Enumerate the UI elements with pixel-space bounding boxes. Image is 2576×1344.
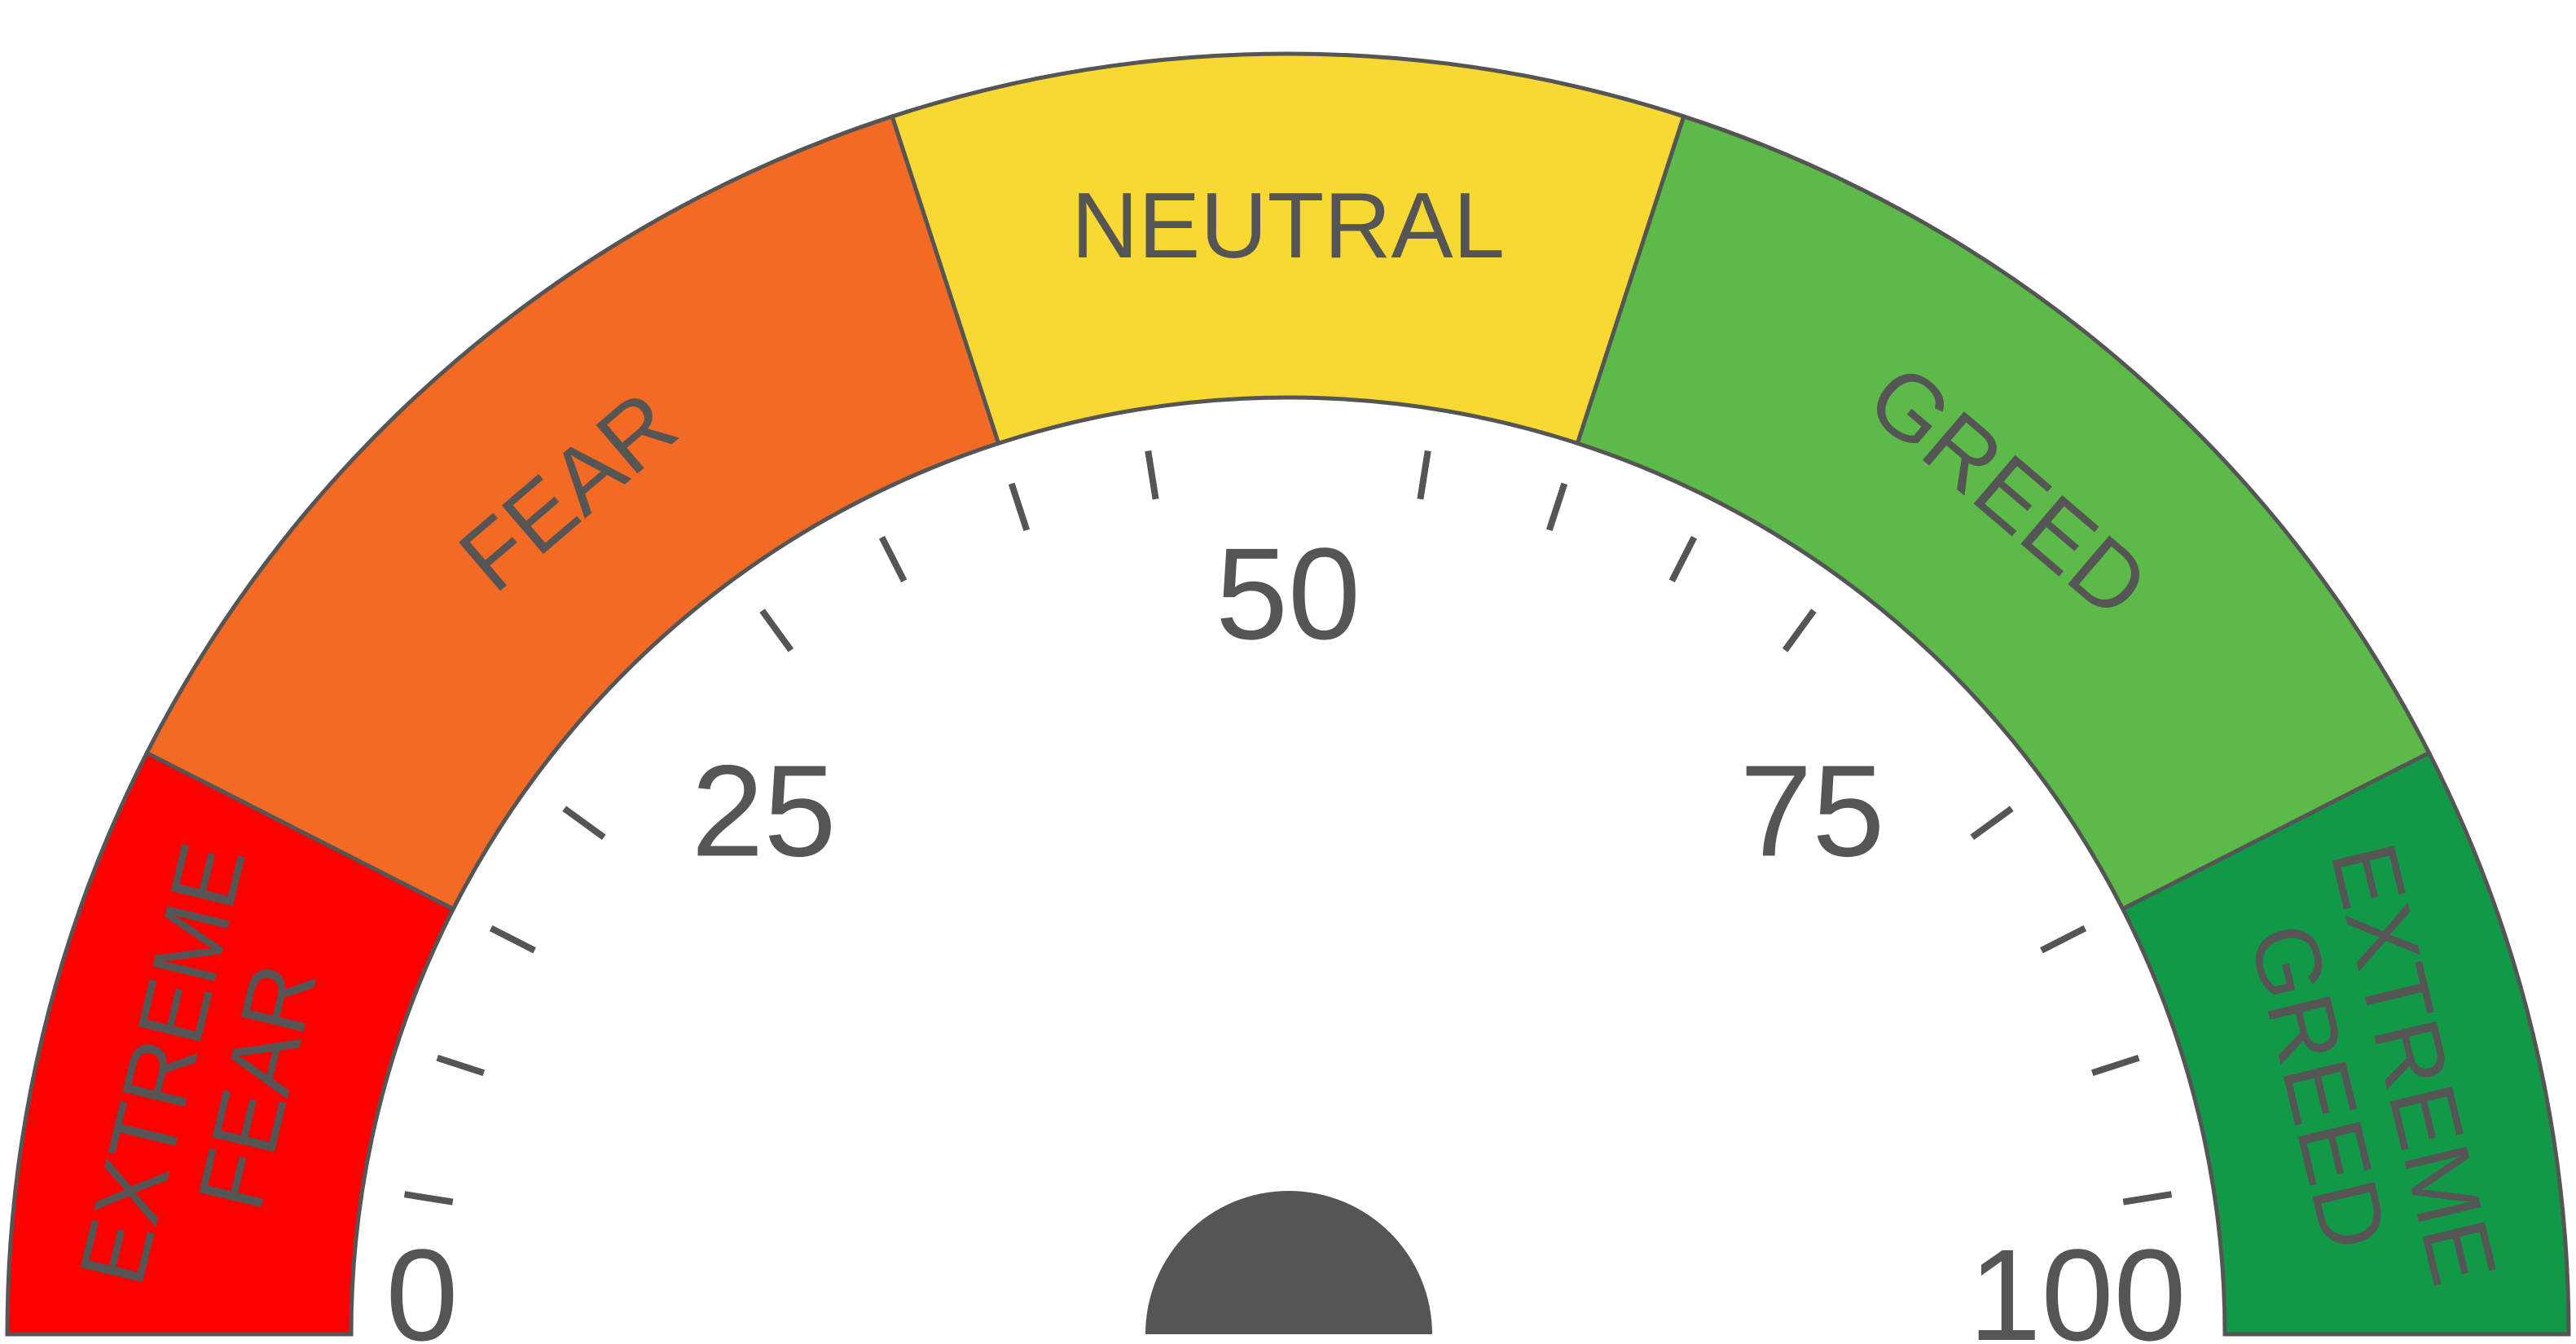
tick-mark [403,1191,454,1206]
tick-mark [2090,1054,2140,1077]
zone-label-neutral: NEUTRAL [1071,174,1505,278]
scale-label-0: 0 [386,1222,459,1344]
tick-mark [562,806,606,841]
zone-extreme-greed [2120,749,2571,1337]
tick-mark [436,1054,486,1077]
scale-label-25: 25 [692,738,837,884]
zone-label-line: NEUTRAL [1071,174,1505,278]
tick-mark [1008,482,1031,532]
scale-label-50: 50 [1215,520,1361,666]
tick-mark [1545,482,1568,532]
tick-mark [2040,925,2087,954]
zone-greed [1575,113,2433,912]
gauge-scale-labels: 0 25 50 75 100 [386,520,2187,1344]
gauge-ticks [403,450,2173,1206]
tick-mark [1417,450,1431,500]
tick-mark [2122,1191,2173,1206]
scale-label-75: 75 [1739,738,1884,884]
tick-mark [1970,806,2014,841]
scale-label-100: 100 [1969,1222,2187,1344]
tick-mark [1668,535,1698,582]
needle-hub [1145,1191,1432,1334]
tick-mark [1782,608,1817,652]
tick-mark [1145,450,1159,500]
tick-mark [489,925,536,954]
tick-mark [759,608,794,652]
tick-mark [878,535,908,582]
zone-fear [143,113,1001,912]
